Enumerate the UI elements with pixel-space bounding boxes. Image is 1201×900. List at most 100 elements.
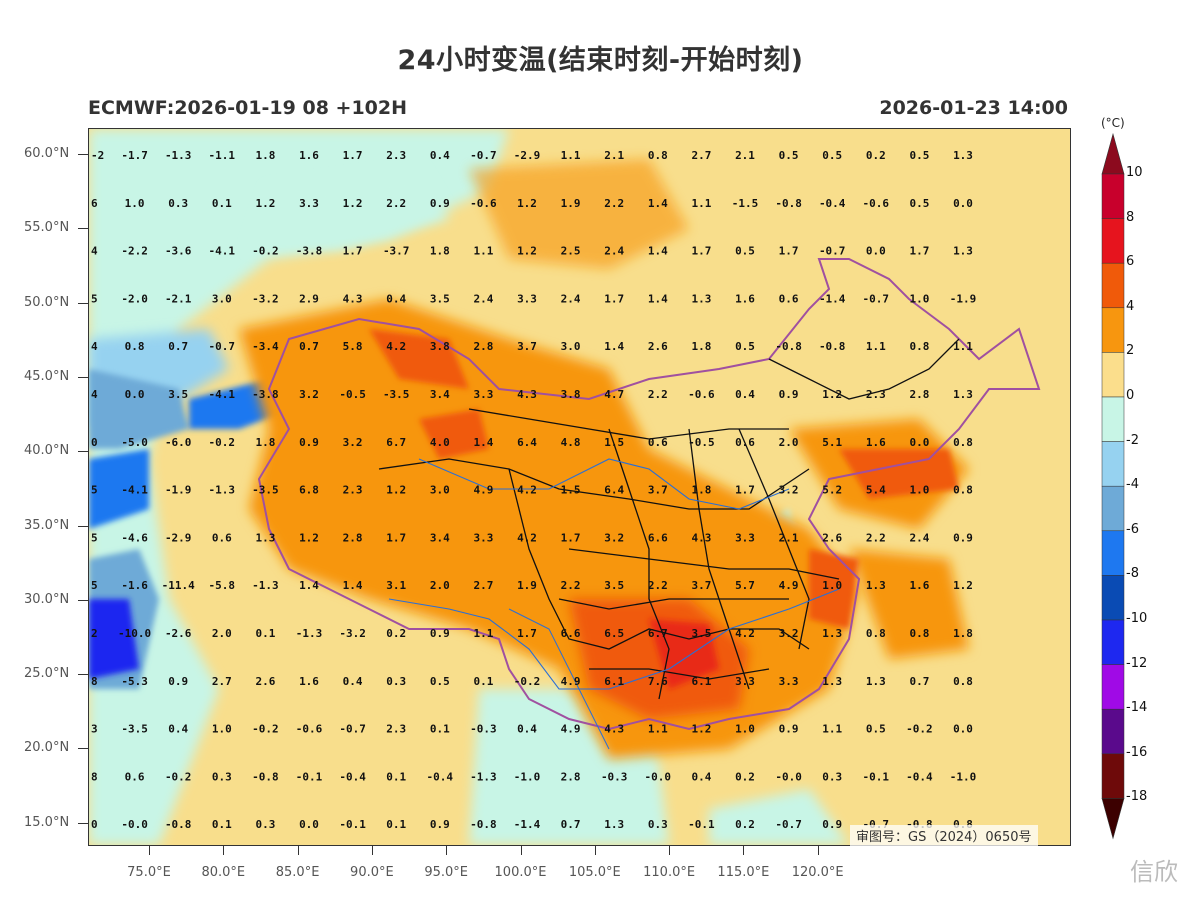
grid-value: 3.8 <box>430 340 450 353</box>
grid-value: -0.1 <box>296 770 323 783</box>
grid-value: 0.6 <box>735 436 755 449</box>
grid-value: 3.7 <box>691 579 711 592</box>
river <box>388 588 840 690</box>
grid-value: 0.9 <box>430 627 450 640</box>
colorbar-label: -12 <box>1126 655 1148 671</box>
grid-value: -1.0 <box>514 770 541 783</box>
grid-value: 1.8 <box>691 484 711 497</box>
colorbar-label: 10 <box>1126 165 1143 180</box>
grid-value: 6.6 <box>648 531 668 544</box>
longitude-label: 80.0°E <box>201 865 246 880</box>
grid-value: 1.9 <box>517 579 537 592</box>
grid-value: 1.7 <box>691 245 711 258</box>
grid-value: 2.4 <box>561 292 581 305</box>
grid-value: -5.8 <box>209 579 236 592</box>
latitude-label: 40.0°N <box>24 443 70 459</box>
grid-value: -1.3 <box>165 149 192 162</box>
grid-value: -2.0 <box>121 292 148 305</box>
grid-value: -3.8 <box>296 245 323 258</box>
grid-value: -5.0 <box>121 436 148 449</box>
grid-value: 0.3 <box>255 818 275 831</box>
grid-value: -0.3 <box>470 723 497 736</box>
grid-value: 3.3 <box>735 675 755 688</box>
grid-value: 1.2 <box>255 197 275 210</box>
grid-value: 3.0 <box>212 292 232 305</box>
longitude-label: 105.0°E <box>568 865 621 880</box>
grid-value: 0.6 <box>779 292 799 305</box>
grid-value: 4 <box>91 388 98 401</box>
grid-value: 4.3 <box>517 388 537 401</box>
grid-value: -0.6 <box>296 723 323 736</box>
grid-value: 0.3 <box>822 770 842 783</box>
grid-value: 4.9 <box>561 675 581 688</box>
grid-value: 0.7 <box>299 340 319 353</box>
national-border <box>257 258 1041 731</box>
latitude-label: 45.0°N <box>24 368 70 384</box>
cool-region <box>89 599 139 679</box>
grid-value: 1.1 <box>473 245 493 258</box>
grid-value: 2.1 <box>779 531 799 544</box>
grid-value: 4.9 <box>779 579 799 592</box>
grid-value: 2.2 <box>386 197 406 210</box>
colorbar-label: -16 <box>1126 744 1148 760</box>
province-border <box>688 428 750 690</box>
grid-value: 2.1 <box>735 149 755 162</box>
grid-value: 0.8 <box>909 340 929 353</box>
colorbar-band <box>1101 575 1125 621</box>
grid-value: 1.1 <box>473 627 493 640</box>
grid-value: -3.2 <box>252 292 279 305</box>
colorbar-top-arrow <box>1101 132 1125 175</box>
grid-value: -3.5 <box>383 388 410 401</box>
grid-value: -0.4 <box>427 770 454 783</box>
grid-value: -0.7 <box>863 292 890 305</box>
grid-value: 5.7 <box>735 579 755 592</box>
latitude-tick <box>78 154 88 155</box>
chart-title: 24小时变温(结束时刻-开始时刻) <box>397 45 804 76</box>
grid-value: 6.1 <box>604 675 624 688</box>
grid-value: 0.5 <box>735 340 755 353</box>
grid-value: 1.8 <box>691 340 711 353</box>
grid-value: 1.8 <box>255 149 275 162</box>
grid-value: 0.7 <box>561 818 581 831</box>
longitude-tick <box>520 845 522 855</box>
grid-value: -0.7 <box>470 149 497 162</box>
grid-value: -1.4 <box>514 818 541 831</box>
grid-value: 5 <box>91 484 98 497</box>
grid-value: 0.2 <box>386 627 406 640</box>
grid-value: 2.2 <box>648 579 668 592</box>
grid-value: 0.7 <box>168 340 188 353</box>
grid-value: 0.9 <box>779 388 799 401</box>
grid-value: -1.0 <box>950 770 977 783</box>
grid-value: 0.0 <box>299 818 319 831</box>
grid-value: 3.2 <box>779 484 799 497</box>
boundary-layer <box>257 258 1041 750</box>
grid-value: 2.8 <box>473 340 493 353</box>
grid-value: 1.1 <box>866 340 886 353</box>
grid-value: -0.7 <box>339 723 366 736</box>
grid-value: -0.7 <box>819 245 846 258</box>
grid-value: 2.6 <box>822 531 842 544</box>
grid-value: -0.6 <box>688 388 715 401</box>
grid-value: 2.3 <box>343 484 363 497</box>
grid-value: 2.8 <box>343 531 363 544</box>
longitude-label: 110.0°E <box>643 865 696 880</box>
grid-value: -0.2 <box>252 723 279 736</box>
grid-value: 0.5 <box>430 675 450 688</box>
latitude-label: 50.0°N <box>24 294 70 310</box>
grid-value: 3.7 <box>648 484 668 497</box>
grid-value: 1.1 <box>822 723 842 736</box>
grid-value: 1.5 <box>561 484 581 497</box>
grid-value: 1.2 <box>822 388 842 401</box>
longitude-label: 115.0°E <box>717 865 770 880</box>
province-border <box>768 338 960 400</box>
grid-value: -0.1 <box>339 818 366 831</box>
grid-value: 0.4 <box>735 388 755 401</box>
grid-value: -3.6 <box>165 245 192 258</box>
cool-region <box>249 169 449 249</box>
latitude-tick <box>78 451 88 453</box>
grid-value: -0.7 <box>775 818 802 831</box>
grid-value: 4 <box>91 245 98 258</box>
longitude-label: 95.0°E <box>424 865 469 880</box>
grid-value: 0.8 <box>953 675 973 688</box>
grid-value: -0.2 <box>252 245 279 258</box>
